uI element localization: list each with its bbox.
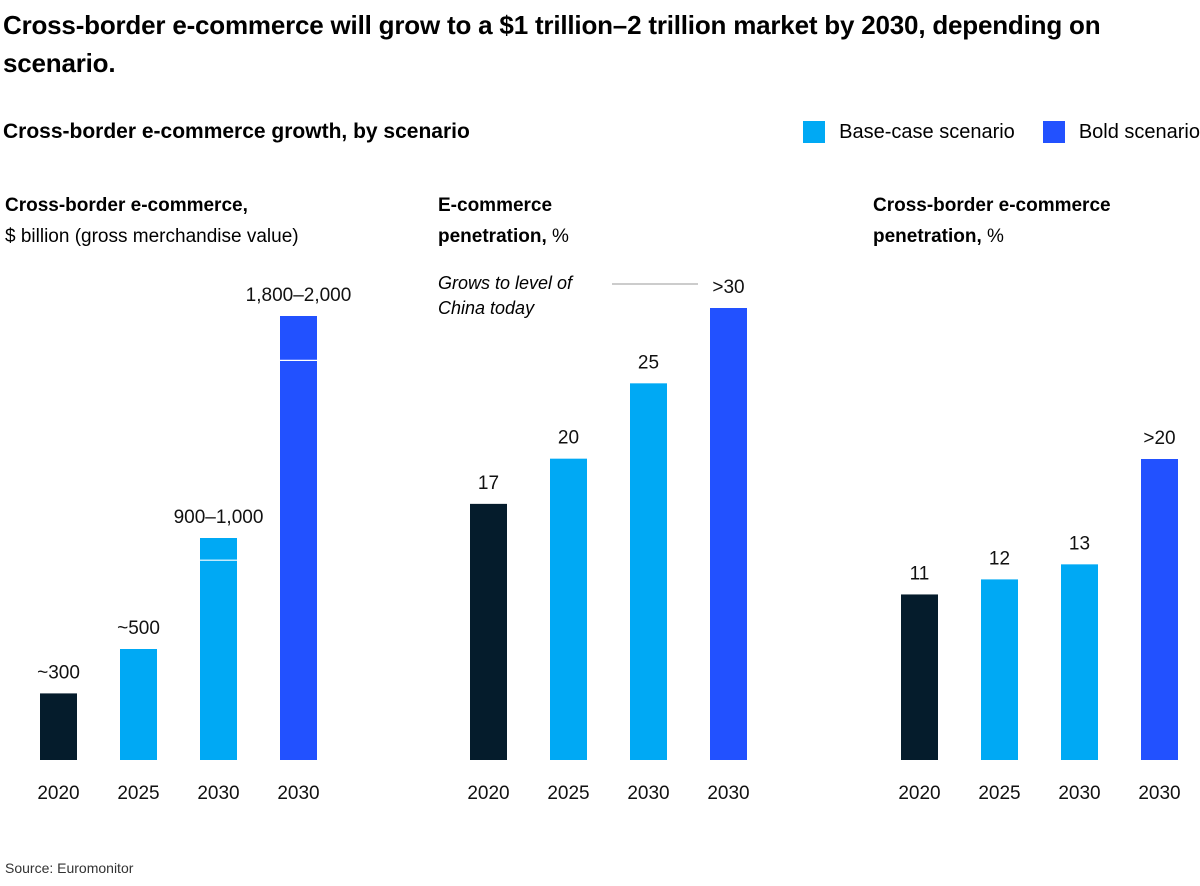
panel-1-label-bold: Cross-border e-commerce, [5,195,248,216]
x-tick-label-panel3-1: 2025 [978,783,1020,804]
x-tick-label-panel2-0: 2020 [467,783,509,804]
bar-panel3-2025-base [981,579,1018,760]
bar-panel2-2025-base [550,458,587,760]
data-label-panel3-0: 11 [910,563,930,584]
annotation-china: Grows to level of China today [438,271,572,321]
data-label-panel1-1: ~500 [117,618,160,639]
panel-2-label-rest: % [546,226,569,247]
annotation-line-1: Grows to level of [438,273,573,293]
annotation-line-2: China today [438,298,535,318]
data-label-panel3-3: >20 [1143,428,1175,449]
legend-swatch-base [803,121,826,143]
panel-2-label: E-commerce penetration, % [438,190,638,252]
bar-panel2-2030-base [630,383,667,760]
bar-panel1-2020-actual [40,693,77,760]
bar-panel3-2030-base [1061,564,1098,760]
data-label-panel2-1: 20 [558,428,579,449]
panel-1-label: Cross-border e-commerce, $ billion (gros… [5,190,405,252]
panel-3-label-rest: % [981,226,1004,247]
bar-panel3-2030-bold [1141,459,1178,760]
legend-label-bold: Bold scenario [1078,121,1200,143]
chart-title: Cross-border e-commerce will grow to a $… [3,10,1101,78]
panel-3-label-bold: Cross-border e-commerce penetration, [873,195,1111,247]
data-label-panel3-1: 12 [989,548,1010,569]
x-tick-label-panel2-1: 2025 [547,783,589,804]
data-label-panel1-3: 1,800–2,000 [246,285,352,306]
x-tick-label-panel3-0: 2020 [898,783,940,804]
legend-item-bold: Bold scenario [1042,117,1200,147]
x-tick-label-panel2-3: 2030 [707,783,749,804]
bar-panel2-2030-bold [710,308,747,760]
data-label-panel2-3: >30 [712,277,744,298]
x-tick-label-panel1-0: 2020 [37,783,79,804]
data-label-panel2-2: 25 [638,352,659,373]
bar-panel1-2025-base [120,649,157,760]
source-note: Source: Euromonitor [5,860,134,876]
data-label-panel3-2: 13 [1069,533,1090,554]
x-tick-label-panel1-3: 2030 [277,783,319,804]
bar-panel2-2020-actual [470,503,507,760]
data-label-panel1-2: 900–1,000 [174,507,264,528]
x-tick-label-panel1-1: 2025 [117,783,159,804]
panel-1-label-rest: $ billion (gross merchandise value) [5,226,299,247]
bar-panel3-2020-actual [901,594,938,760]
legend-label-base: Base-case scenario [839,121,1015,143]
x-tick-label-panel3-2: 2030 [1058,783,1100,804]
legend: Base-case scenario Bold scenario [775,117,1200,147]
data-label-panel2-0: 17 [478,473,499,494]
x-tick-label-panel2-2: 2030 [627,783,669,804]
chart-subtitle: Cross-border e-commerce growth, by scena… [3,120,470,143]
legend-swatch-bold [1042,121,1065,143]
x-tick-label-panel3-3: 2030 [1138,783,1180,804]
panel-2-label-bold: E-commerce penetration, [438,195,553,247]
bar-panel1-2030-base [200,538,237,760]
bar-panel1-2030-bold [280,316,317,760]
panel-3-label: Cross-border e-commerce penetration, % [873,190,1173,252]
x-tick-label-panel1-2: 2030 [197,783,239,804]
legend-item-base: Base-case scenario [803,117,1015,147]
data-label-panel1-0: ~300 [37,662,80,683]
